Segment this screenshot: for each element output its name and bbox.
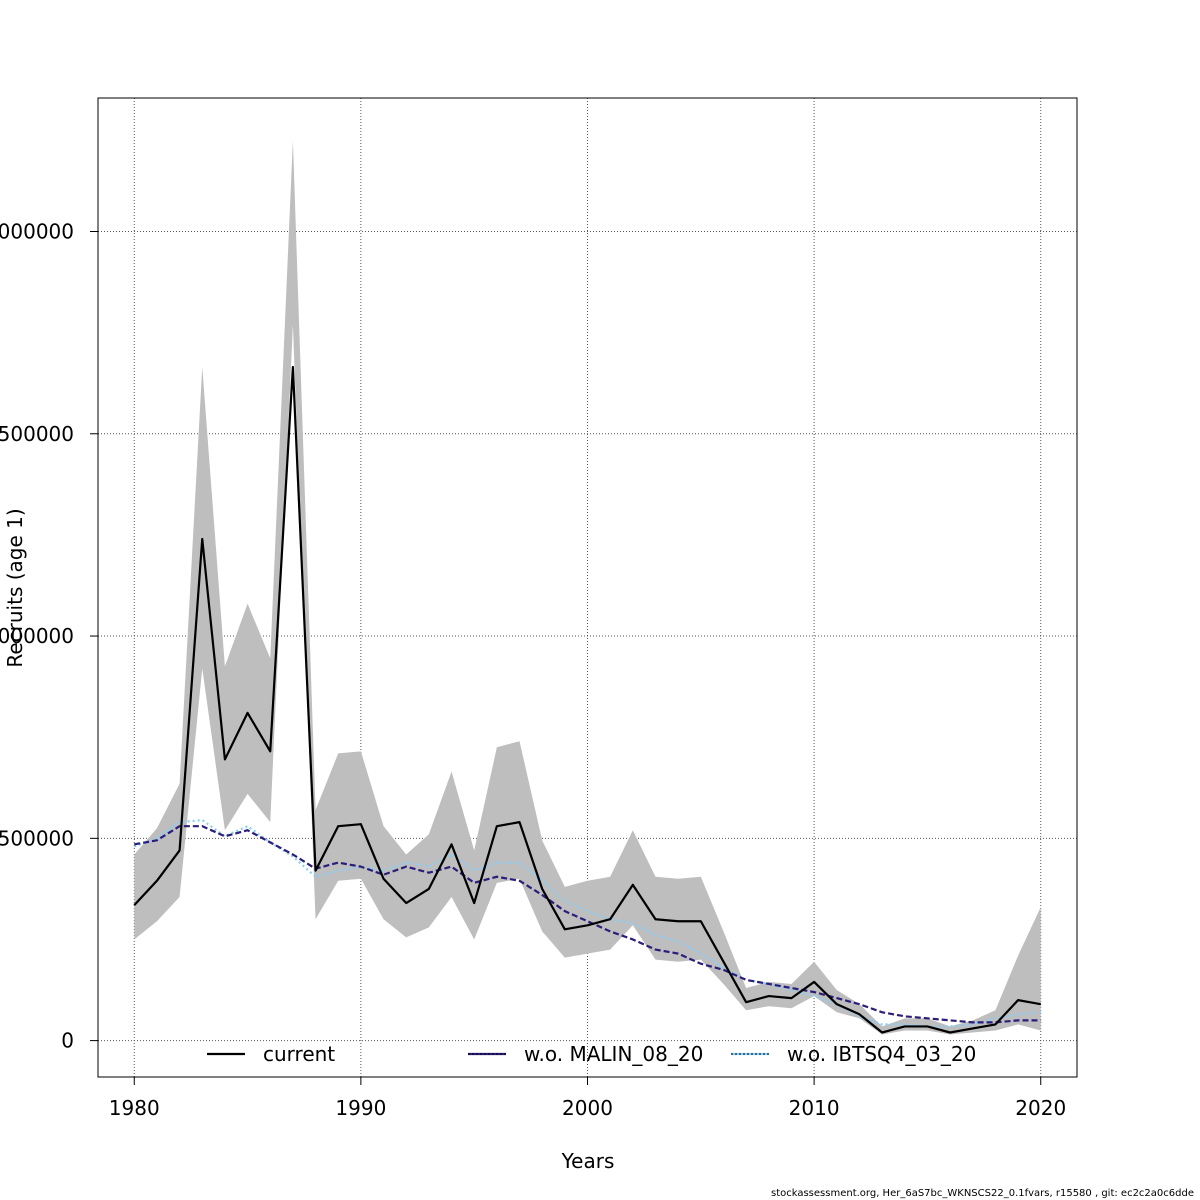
x-tick-label: 1990 <box>335 1096 386 1120</box>
series-lines <box>133 365 1041 1034</box>
legend-label-w-o-ibtsq4-03-20: w.o. IBTSQ4_03_20 <box>787 1042 976 1066</box>
x-tick-label: 2000 <box>562 1096 613 1120</box>
y-axis: 0 500000 1000000 1500000 2000000 <box>0 220 98 1053</box>
y-tick-label: 2000000 <box>0 220 74 244</box>
footer-credit: stockassessment.org, Her_6aS7bc_WKNSCS22… <box>770 1188 1194 1199</box>
x-axis: 1980 1990 2000 2010 2020 <box>109 1076 1066 1120</box>
legend: current w.o. MALIN_08_20 w.o. IBTSQ4_03_20 <box>207 1042 976 1066</box>
series-line-w-o-malin-08-20 <box>134 825 1041 1024</box>
series-line-current <box>133 365 1041 1034</box>
y-tick-label: 1000000 <box>0 624 74 648</box>
confidence-band <box>134 140 1041 1035</box>
y-tick-label: 0 <box>61 1029 74 1053</box>
confidence-band-group <box>134 140 1041 1035</box>
x-tick-label: 2020 <box>1015 1096 1066 1120</box>
x-tick-label: 1980 <box>109 1096 160 1120</box>
x-tick-label: 2010 <box>789 1096 840 1120</box>
y-tick-label: 1500000 <box>0 422 74 446</box>
legend-label-current: current <box>263 1042 335 1066</box>
x-axis-title: Years <box>561 1149 615 1173</box>
y-axis-title: Recruits (age 1) <box>3 508 27 667</box>
legend-label-w-o-malin-08-20: w.o. MALIN_08_20 <box>524 1042 703 1066</box>
grid-lines <box>98 98 1077 1077</box>
y-tick-label: 500000 <box>0 826 74 850</box>
